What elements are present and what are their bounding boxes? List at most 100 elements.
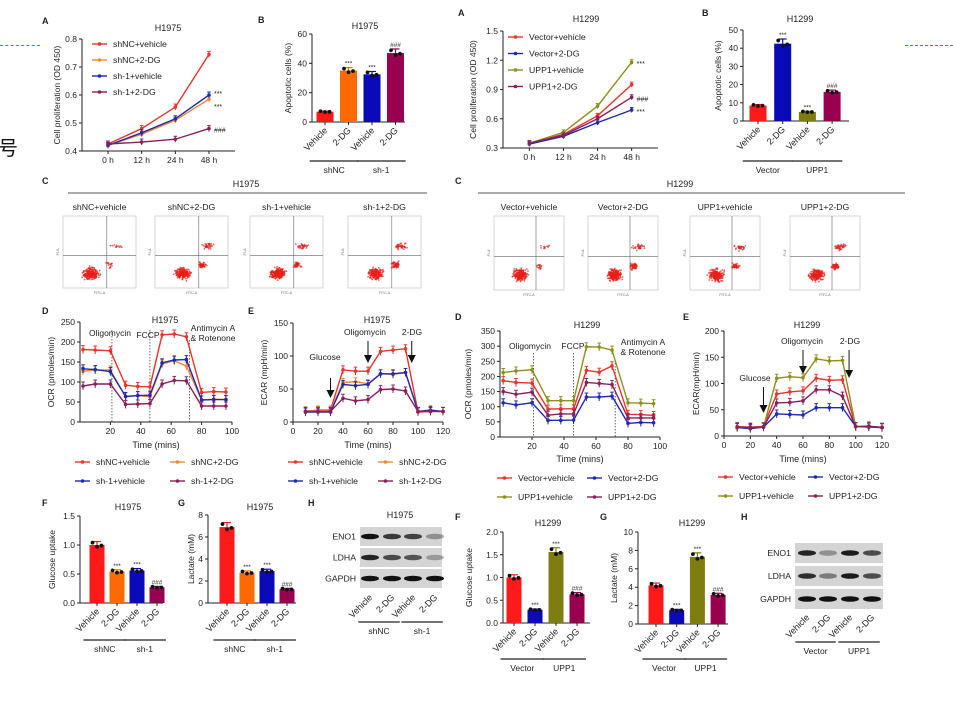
group-label: shNC xyxy=(368,626,389,636)
y-tick-label: 100 xyxy=(481,402,495,412)
flow-event-dot xyxy=(272,275,274,278)
flow-event-dot xyxy=(823,272,825,275)
flow-event-dot xyxy=(88,265,91,267)
bar xyxy=(259,571,275,603)
chart-title: H1299 xyxy=(535,518,562,528)
flow-event-dot xyxy=(397,260,400,262)
flow-event-dot xyxy=(527,270,529,272)
data-point xyxy=(416,409,420,414)
data-point xyxy=(328,409,333,414)
bar xyxy=(798,111,816,121)
data-point xyxy=(595,104,600,108)
flow-event-dot xyxy=(279,268,281,271)
panel-label: F xyxy=(455,512,461,522)
flow-y-axis-label: PI-A xyxy=(148,248,152,255)
flow-event-dot xyxy=(520,269,523,271)
x-tick-label: 20 xyxy=(313,426,323,436)
x-tick-label: Vehicle xyxy=(74,606,102,634)
flow-event-dot xyxy=(403,245,405,248)
y-tick-label: 1.2 xyxy=(486,55,498,65)
y-tick-label: 40 xyxy=(298,58,308,68)
flow-event-dot xyxy=(739,245,742,248)
x-tick-label: Vehicle xyxy=(533,626,561,654)
flow-event-dot xyxy=(717,278,720,281)
treatment-label: Antimycin A xyxy=(621,337,666,347)
series-line xyxy=(305,371,444,413)
flow-event-dot xyxy=(517,271,519,274)
data-point xyxy=(514,380,518,385)
replicate-dot xyxy=(780,44,785,48)
data-point xyxy=(316,409,320,414)
line-chart-D-H1299: D H1299 0 50 100 150 200 250 300 350 OCR (pmoles/m… xyxy=(455,312,667,502)
data-point xyxy=(403,370,408,375)
group-label: sh-1 xyxy=(414,626,431,636)
flow-event-dot xyxy=(523,271,526,274)
replicate-dot xyxy=(716,593,720,598)
data-point xyxy=(207,126,211,131)
flow-plot: shNC+2-DG PI-A FITC-A xyxy=(148,202,229,295)
data-point xyxy=(139,140,144,144)
legend-label: UPP1+2-DG xyxy=(608,492,657,502)
significance-label: *** xyxy=(113,563,121,570)
legend-marker xyxy=(723,494,728,498)
flow-event-dot xyxy=(718,272,721,275)
data-point xyxy=(211,404,216,408)
bar xyxy=(823,91,841,121)
y-tick-label: 2 xyxy=(198,576,203,586)
flow-event-dot xyxy=(818,272,820,275)
flow-event-dot xyxy=(537,264,540,266)
replicate-dot xyxy=(135,569,139,574)
flow-event-dot xyxy=(273,274,276,277)
x-tick-label: 24 h xyxy=(167,155,184,165)
flow-event-dot xyxy=(615,277,618,280)
flow-event-dot xyxy=(115,244,118,247)
data-point xyxy=(629,60,634,64)
data-point xyxy=(814,405,818,410)
significance-label: ### xyxy=(390,42,401,49)
chart-title: H1975 xyxy=(152,315,179,325)
flow-event-dot xyxy=(182,274,185,276)
data-point xyxy=(81,384,85,388)
flow-y-axis-label: PI-A xyxy=(243,248,247,255)
legend-marker xyxy=(97,42,102,46)
data-point xyxy=(160,361,164,365)
flow-event-dot xyxy=(273,272,275,275)
flow-event-dot xyxy=(841,245,844,248)
flow-event-dot xyxy=(278,271,281,273)
flow-event-dot xyxy=(632,245,634,247)
flow-event-dot xyxy=(714,268,717,271)
flow-event-dot xyxy=(615,279,618,281)
flow-event-dot xyxy=(303,243,306,246)
replicate-dot xyxy=(507,573,512,578)
data-point xyxy=(761,425,766,429)
data-point xyxy=(199,404,204,408)
panel-label: C xyxy=(42,176,49,186)
group-label: shNC xyxy=(94,644,115,654)
chart-title: H1975 xyxy=(155,23,182,33)
replicate-dot xyxy=(99,543,104,548)
flow-event-dot xyxy=(527,273,530,276)
legend-label: Vector+2-DG xyxy=(529,49,580,59)
group-label: UPP1 xyxy=(694,663,716,673)
flow-event-dot xyxy=(720,279,722,282)
x-tick-label: Vehicle xyxy=(491,626,519,654)
data-point xyxy=(173,137,178,142)
x-tick-label: 40 xyxy=(772,440,782,450)
data-point xyxy=(597,370,601,374)
y-tick-label: 200 xyxy=(61,337,75,347)
x-tick-label: 2-DG xyxy=(378,125,400,147)
data-point xyxy=(173,117,178,121)
data-point xyxy=(610,348,614,352)
treatment-label: & Rotenone xyxy=(621,347,666,357)
flow-event-dot xyxy=(708,276,711,279)
replicate-dot xyxy=(318,109,323,114)
data-point xyxy=(81,347,85,352)
flow-event-dot xyxy=(184,270,186,272)
data-point xyxy=(391,372,395,376)
y-tick-label: 0 xyxy=(490,432,495,442)
x-tick-label: 0 xyxy=(291,426,296,436)
flow-event-dot xyxy=(610,269,613,272)
protein-band xyxy=(361,575,379,582)
flow-event-dot xyxy=(618,269,621,272)
plot-frame xyxy=(587,215,659,291)
